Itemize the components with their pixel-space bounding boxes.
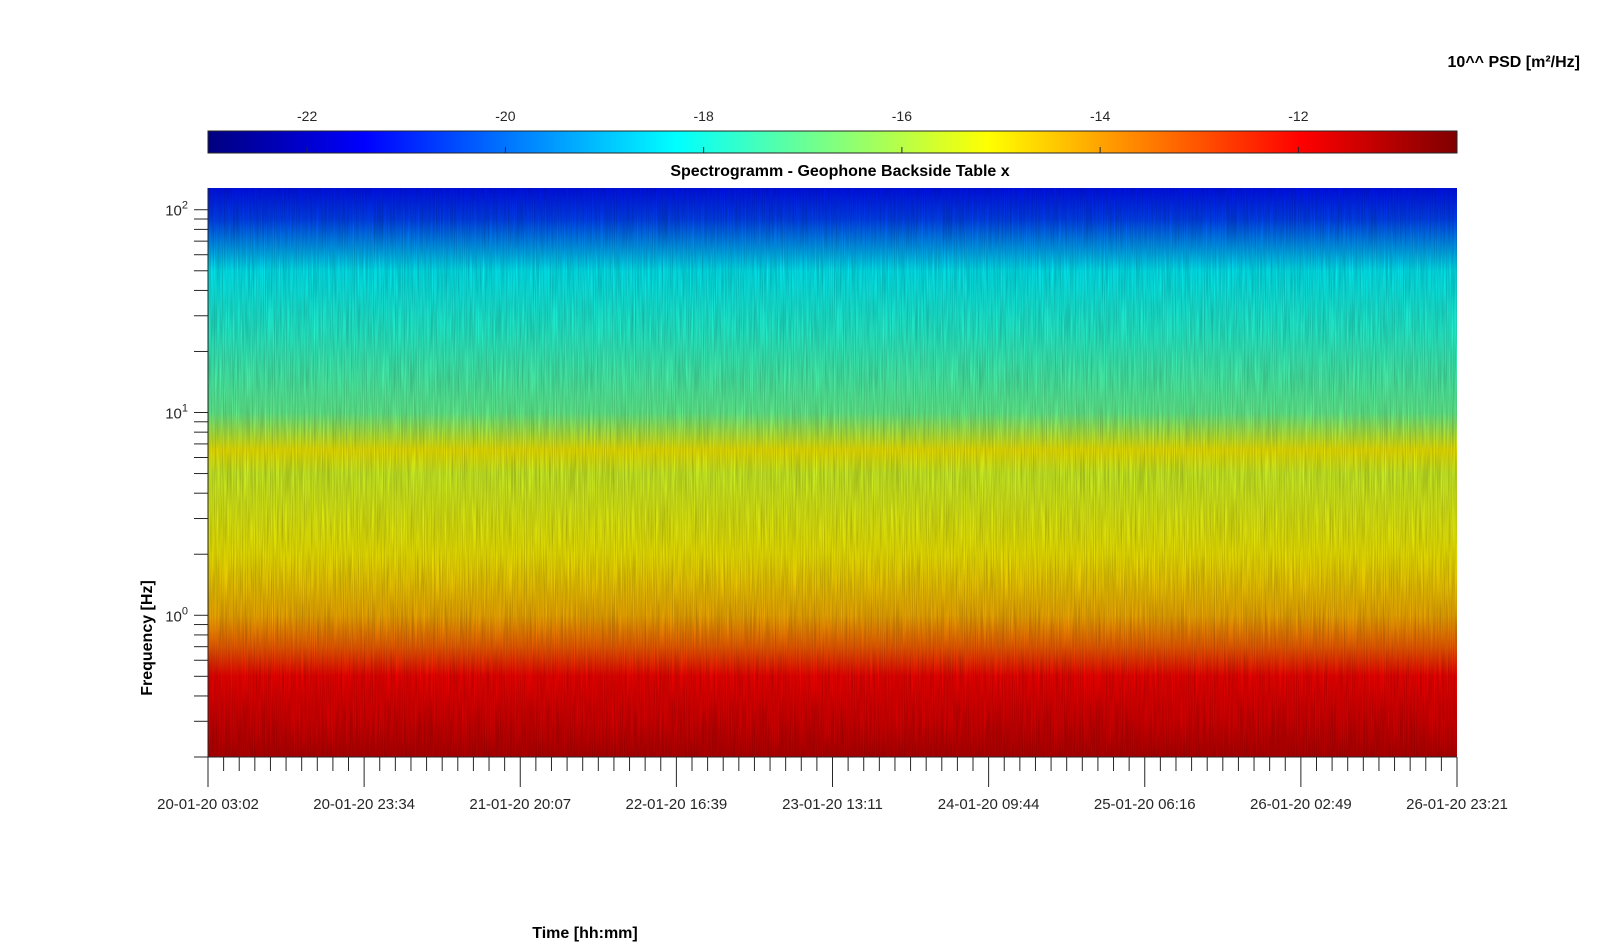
colorbar-gradient [207,130,1458,154]
y-axis-label: Frequency [Hz] [139,580,156,696]
colorbar-tick-label: -20 [495,108,515,124]
colorbar-tick-label: -16 [892,108,912,124]
x-tick-label: 22-01-20 16:39 [626,796,728,813]
x-tick-label: 24-01-20 09:44 [938,796,1040,813]
colorbar-label: 10^^ PSD [m²/Hz] [1447,54,1580,71]
y-tick-label: 102 [165,200,188,220]
heatmap-texture [208,188,1457,757]
x-axis-label: Time [hh:mm] [532,925,638,942]
colorbar-tick-label: -18 [694,108,714,124]
x-tick-label: 21-01-20 20:07 [469,796,571,813]
colorbar-tick-label: -22 [297,108,317,124]
x-tick-label: 23-01-20 13:11 [782,796,883,813]
colorbar: -22 -20 -18 -16 -14 -12 [207,108,1458,154]
x-tick-label: 25-01-20 06:16 [1094,796,1196,813]
x-axis: 20-01-20 03:02 20-01-20 23:34 21-01-20 20:… [157,756,1508,813]
x-tick-label: 26-01-20 23:21 [1406,796,1508,813]
chart-title: Spectrogramm - Geophone Backside Table x [670,163,1010,180]
colorbar-tick-label: -14 [1090,108,1110,124]
y-tick-label: 100 [165,605,188,625]
spectrogram-heatmap [208,188,1457,757]
y-axis: 100 101 102 [165,188,209,758]
x-tick-label: 20-01-20 23:34 [313,796,415,813]
x-tick-label: 26-01-20 02:49 [1250,796,1352,813]
x-tick-label: 20-01-20 03:02 [157,796,259,813]
y-tick-label: 101 [165,403,188,423]
colorbar-tick-label: -12 [1288,108,1308,124]
